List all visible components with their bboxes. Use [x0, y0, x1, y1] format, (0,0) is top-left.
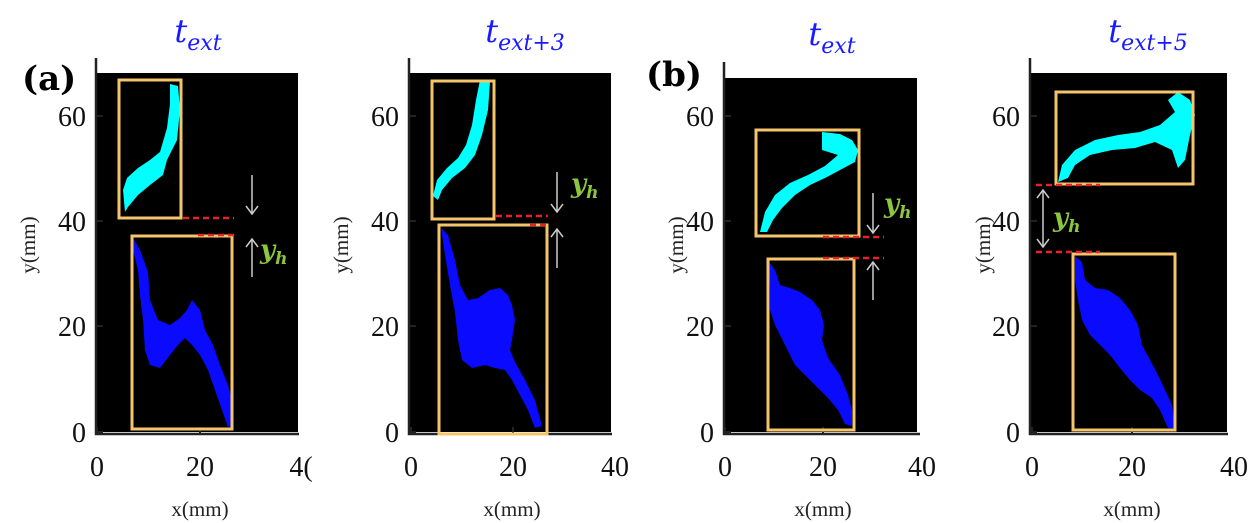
panel-4: text+5 yh 0 20 40 60 0 20 40 [971, 12, 1248, 521]
svg-text:20: 20 [809, 452, 837, 483]
panel-3-yh-label: yh [883, 189, 911, 223]
panel-2-y-ticks-marks [409, 115, 514, 434]
panel-1-x-tick-labels: 0 20 4( [90, 452, 313, 483]
panel-4-yh-label: yh [1052, 203, 1080, 237]
panel-3-lower-blob [769, 262, 852, 426]
panel-1-yh-label: yh [259, 235, 287, 269]
svg-text:40: 40 [992, 207, 1020, 238]
panel-3-title: text [808, 15, 855, 59]
panel-3: text yh 0 20 40 60 0 20 40 x(m [664, 15, 936, 521]
panel-1-lower-bbox [130, 234, 234, 431]
svg-text:40: 40 [58, 207, 86, 238]
panel-2-lower-blob [441, 228, 542, 428]
svg-text:60: 60 [58, 102, 86, 133]
panel-4-gap-arrows [1036, 188, 1050, 249]
panel-3-x-tick-labels: 0 20 40 [718, 452, 936, 483]
panel-2-lower-bbox [437, 223, 549, 436]
panel-4-y-tick-labels: 0 20 40 60 [992, 102, 1020, 449]
svg-text:0: 0 [1025, 452, 1039, 483]
svg-text:4(: 4( [289, 452, 312, 483]
panel-4-lower-bbox [1071, 252, 1177, 432]
svg-text:20: 20 [499, 452, 527, 483]
panel-4-xlabel: x(mm) [1103, 497, 1160, 521]
svg-text:0: 0 [718, 452, 732, 483]
svg-text:40: 40 [601, 452, 629, 483]
svg-text:0: 0 [72, 418, 86, 449]
panel-3-upper-blob [760, 132, 858, 232]
panel-1-upper-blob [123, 84, 180, 212]
svg-text:20: 20 [1118, 452, 1146, 483]
svg-text:40: 40 [908, 452, 936, 483]
svg-text:40: 40 [686, 207, 714, 238]
panel-label-b: (b) [646, 55, 702, 95]
svg-text:20: 20 [371, 312, 399, 343]
panel-2-xlabel: x(mm) [483, 497, 540, 521]
panel-2-upper-bbox [430, 79, 496, 221]
svg-text:20: 20 [686, 312, 714, 343]
panel-1-ylabel: y(mm) [16, 216, 40, 273]
svg-text:0: 0 [404, 452, 418, 483]
svg-text:0: 0 [1006, 418, 1020, 449]
panel-3-xlabel: x(mm) [794, 497, 851, 521]
panel-3-gap-arrows [866, 193, 880, 300]
panel-4-y-ticks-marks [1030, 115, 1133, 434]
panel-3-upper-bbox [754, 128, 861, 238]
panel-1-y-ticks-marks [96, 115, 201, 434]
panel-1-xlabel: x(mm) [171, 497, 228, 521]
panel-4-title: text+5 [1108, 12, 1188, 56]
panel-4-lower-blob [1075, 256, 1175, 428]
svg-text:0: 0 [700, 418, 714, 449]
panel-label-a: (a) [22, 59, 76, 99]
panel-1-lower-blob [133, 238, 233, 427]
panel-4-upper-blob [1058, 92, 1195, 182]
svg-text:0: 0 [90, 452, 104, 483]
panel-1-gap-arrows [245, 175, 259, 277]
panel-4-axes [1028, 58, 1228, 436]
svg-text:60: 60 [992, 102, 1020, 133]
panel-1: text yh 0 20 40 60 0 20 4( x(m [16, 12, 313, 521]
svg-text:20: 20 [992, 312, 1020, 343]
panel-2-gap-arrows [550, 172, 564, 268]
panel-2-x-tick-labels: 0 20 40 [404, 452, 629, 483]
svg-text:40: 40 [1220, 452, 1248, 483]
svg-text:60: 60 [686, 102, 714, 133]
svg-text:40: 40 [371, 207, 399, 238]
svg-text:0: 0 [385, 418, 399, 449]
panel-2-title: text+3 [485, 12, 565, 56]
panel-3-y-tick-labels: 0 20 40 60 [686, 102, 714, 449]
svg-text:20: 20 [58, 312, 86, 343]
svg-text:60: 60 [371, 102, 399, 133]
panel-2-ylabel: y(mm) [329, 216, 353, 273]
panel-2-upper-blob [433, 80, 490, 200]
svg-text:20: 20 [186, 452, 214, 483]
panel-4-x-tick-labels: 0 20 40 [1025, 452, 1248, 483]
panel-1-upper-bbox [117, 78, 183, 220]
panel-3-ylabel: y(mm) [664, 216, 688, 273]
panel-2-yh-label: yh [570, 169, 598, 203]
panel-3-lower-bbox [766, 257, 856, 432]
panel-2-y-tick-labels: 0 20 40 60 [371, 102, 399, 449]
panel-1-y-tick-labels: 0 20 40 60 [58, 102, 86, 449]
panel-4-upper-bbox [1054, 90, 1195, 186]
panel-4-ylabel: y(mm) [971, 216, 995, 273]
panel-2: text+3 yh 0 20 40 60 0 20 40 x [329, 12, 629, 521]
panel-1-title: text [174, 12, 221, 56]
